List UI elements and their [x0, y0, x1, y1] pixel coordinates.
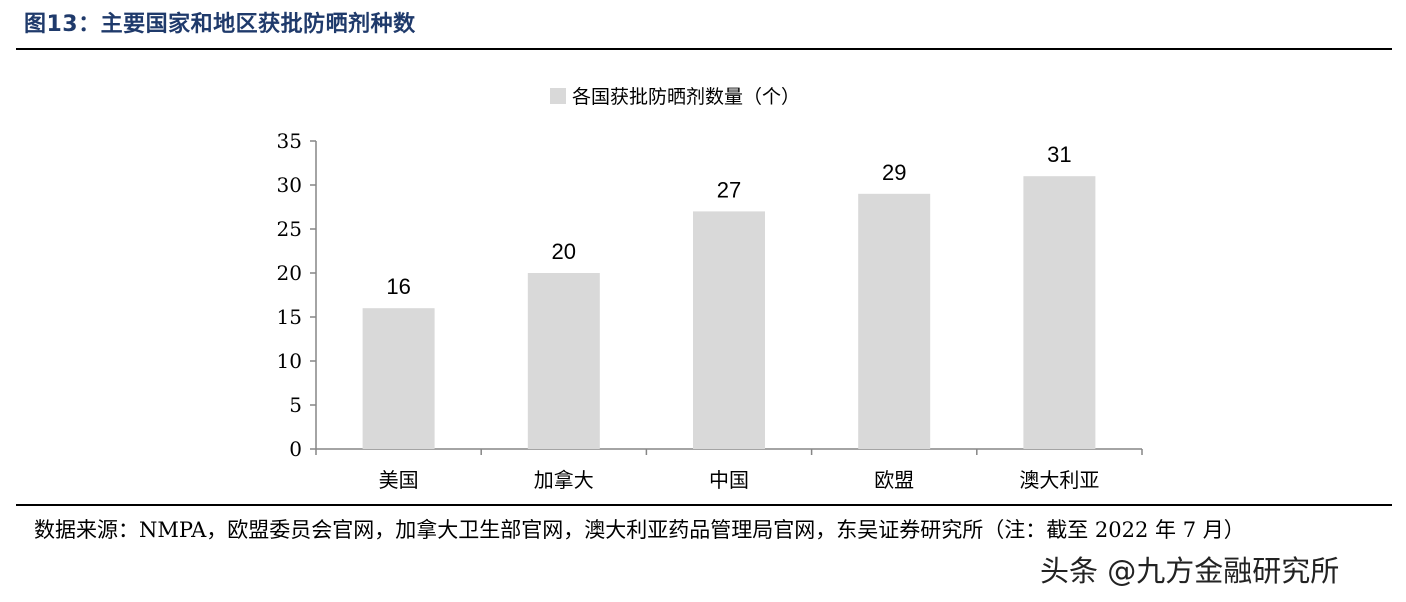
data-label: 16 — [386, 274, 410, 299]
data-label: 27 — [717, 177, 741, 202]
y-tick-label: 0 — [289, 437, 302, 461]
bar — [693, 211, 765, 449]
watermark: 头条 @九方金融研究所 — [1040, 554, 1340, 588]
source-rule — [16, 504, 1392, 506]
y-tick-label: 30 — [277, 173, 302, 197]
data-label: 29 — [882, 160, 906, 185]
bar — [858, 193, 931, 449]
y-tick-label: 5 — [289, 393, 302, 417]
y-tick-label: 15 — [277, 305, 302, 329]
x-tick-label: 欧盟 — [874, 468, 914, 492]
chart-legend: 各国获批防晒剂数量（个） — [550, 82, 800, 109]
bar — [362, 308, 435, 449]
y-tick-label: 10 — [277, 349, 302, 373]
legend-swatch — [550, 87, 566, 104]
y-tick-label: 25 — [277, 217, 302, 241]
x-tick-label: 加拿大 — [534, 468, 594, 492]
data-label: 20 — [552, 239, 576, 264]
x-tick-label: 中国 — [709, 468, 749, 492]
bar-chart: 0 5 10 15 20 25 30 35 16 美国 20 加拿大 27 中国 29 欧盟 31 澳大利亚 — [277, 129, 1143, 492]
data-label: 31 — [1047, 142, 1071, 167]
x-tick-label: 澳大利亚 — [1019, 468, 1099, 492]
y-tick-label: 35 — [277, 129, 302, 153]
x-tick-label: 美国 — [379, 468, 419, 492]
bar — [527, 273, 600, 449]
title-rule — [16, 48, 1392, 50]
figure-title: 图13：主要国家和地区获批防晒剂种数 — [24, 12, 416, 37]
source-note: 数据来源：NMPA，欧盟委员会官网，加拿大卫生部官网，澳大利亚药品管理局官网，东… — [34, 518, 1245, 542]
bar — [1023, 176, 1096, 449]
y-tick-label: 20 — [277, 261, 302, 285]
legend-label: 各国获批防晒剂数量（个） — [572, 86, 801, 108]
